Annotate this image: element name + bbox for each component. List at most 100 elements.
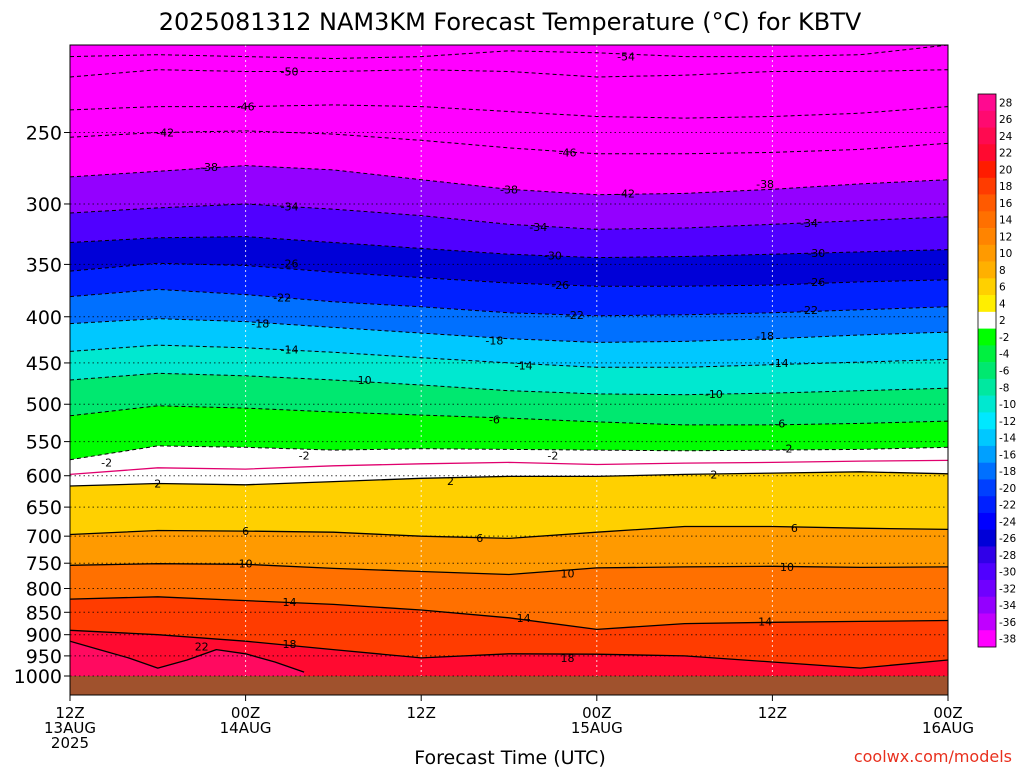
x-tick-label: 2025 <box>51 734 89 752</box>
watermark: coolwx.com/models <box>854 747 1012 766</box>
contour-label: 2 <box>710 468 717 481</box>
colorbar-label: 14 <box>999 215 1013 227</box>
contour-label: -46 <box>237 101 255 114</box>
contour-label: 6 <box>476 532 483 545</box>
contour-label: 18 <box>561 652 575 665</box>
contour-14 <box>70 596 948 631</box>
band--54 <box>70 45 948 77</box>
x-tick-label: 15AUG <box>571 719 623 737</box>
colorbar-swatch <box>978 177 996 195</box>
contour-label: 6 <box>242 525 249 538</box>
colorbar-label: -12 <box>999 416 1016 428</box>
colorbar-label: -16 <box>999 449 1016 461</box>
contour-label: -2 <box>547 450 558 463</box>
contour-label: -54 <box>617 51 635 64</box>
y-axis: 2503003504004505005506006507007508008509… <box>14 122 70 688</box>
colorbar-label: -36 <box>999 617 1016 629</box>
colorbar-label: -6 <box>999 366 1010 378</box>
colorbar-swatch <box>978 529 996 547</box>
grid-lines <box>70 45 948 677</box>
colorbar-label: -38 <box>999 634 1016 646</box>
contour-label: 10 <box>561 568 575 581</box>
contour-label: -14 <box>771 357 789 370</box>
contour-label: -50 <box>281 66 299 79</box>
plot-frame <box>69 44 949 696</box>
colorbar-label: -8 <box>999 382 1009 394</box>
colorbar-swatch <box>978 613 996 631</box>
y-tick-label: 650 <box>26 497 62 519</box>
contour-label: -26 <box>551 279 569 292</box>
colorbar-swatch <box>978 563 996 581</box>
temperature-field <box>70 45 948 676</box>
colorbar-label: -2 <box>999 332 1009 344</box>
y-tick-label: 950 <box>26 646 62 668</box>
colorbar-label: 8 <box>999 265 1006 277</box>
band--14 <box>70 345 948 395</box>
colorbar-label: 22 <box>999 148 1012 160</box>
contour-label: 14 <box>517 612 531 625</box>
colorbar-frame <box>977 93 997 648</box>
y-tick-label: 450 <box>26 353 62 375</box>
contour-label: 10 <box>239 558 253 571</box>
colorbar-label: -32 <box>999 583 1016 595</box>
y-tick-label: 850 <box>26 602 62 624</box>
colorbar-swatch <box>978 378 996 396</box>
contour-label: -18 <box>485 335 503 348</box>
x-tick-label: 12Z <box>55 704 84 722</box>
colorbar-label: 26 <box>999 114 1013 126</box>
contour-label: -22 <box>566 309 584 322</box>
contour-label: 6 <box>791 522 798 535</box>
band--30 <box>70 236 948 287</box>
x-axis-title: Forecast Time (UTC) <box>414 747 605 768</box>
colorbar-swatch <box>978 278 996 296</box>
colorbar-swatch <box>978 546 996 564</box>
y-tick-label: 300 <box>26 194 62 216</box>
chart-title: 2025081312 NAM3KM Forecast Temperature (… <box>159 8 862 36</box>
colorbar-label: 12 <box>999 231 1012 243</box>
band-10 <box>70 563 948 630</box>
x-tick-label: 00Z <box>231 704 260 722</box>
contour-18 <box>70 629 948 669</box>
colorbar-swatch <box>978 412 996 430</box>
band--42 <box>70 130 948 195</box>
contour-label: -22 <box>800 304 818 317</box>
colorbar-label: 4 <box>999 298 1006 310</box>
contour-label: -26 <box>807 276 825 289</box>
colorbar-label: -24 <box>999 516 1016 528</box>
colorbar-swatch <box>978 429 996 447</box>
contour-label: -10 <box>354 374 372 387</box>
contour-label: -46 <box>559 146 577 159</box>
colorbar-label: -34 <box>999 600 1016 612</box>
colorbar-swatch <box>978 479 996 497</box>
colorbar-label: -28 <box>999 550 1016 562</box>
band-2 <box>70 471 948 539</box>
colorbar-swatch <box>978 110 996 128</box>
y-tick-label: 750 <box>26 553 62 575</box>
y-tick-label: 900 <box>26 625 62 647</box>
colorbar-swatch <box>978 228 996 246</box>
colorbar-label: -14 <box>999 433 1016 445</box>
colorbar-label: 18 <box>999 181 1012 193</box>
colorbar-swatch <box>978 161 996 179</box>
colorbar-swatch <box>978 211 996 229</box>
contour-22 <box>70 640 305 673</box>
colorbar-swatch <box>978 144 996 162</box>
band--26 <box>70 263 948 316</box>
contour-label: -34 <box>800 217 818 230</box>
band-22 <box>70 641 305 676</box>
contour-label: -38 <box>200 161 218 174</box>
colorbar-swatch <box>978 311 996 329</box>
contour-label: 2 <box>154 477 161 490</box>
x-tick-label: 13AUG <box>44 719 96 737</box>
band-0 <box>70 460 948 486</box>
colorbar-swatch <box>978 362 996 380</box>
contour-label: -2 <box>101 456 112 469</box>
colorbar-label: -30 <box>999 567 1016 579</box>
band--6 <box>70 405 948 460</box>
contour-label: -26 <box>281 257 299 270</box>
ground-terrain <box>70 676 948 695</box>
contour-label: -30 <box>544 249 562 262</box>
y-tick-label: 500 <box>26 394 62 416</box>
